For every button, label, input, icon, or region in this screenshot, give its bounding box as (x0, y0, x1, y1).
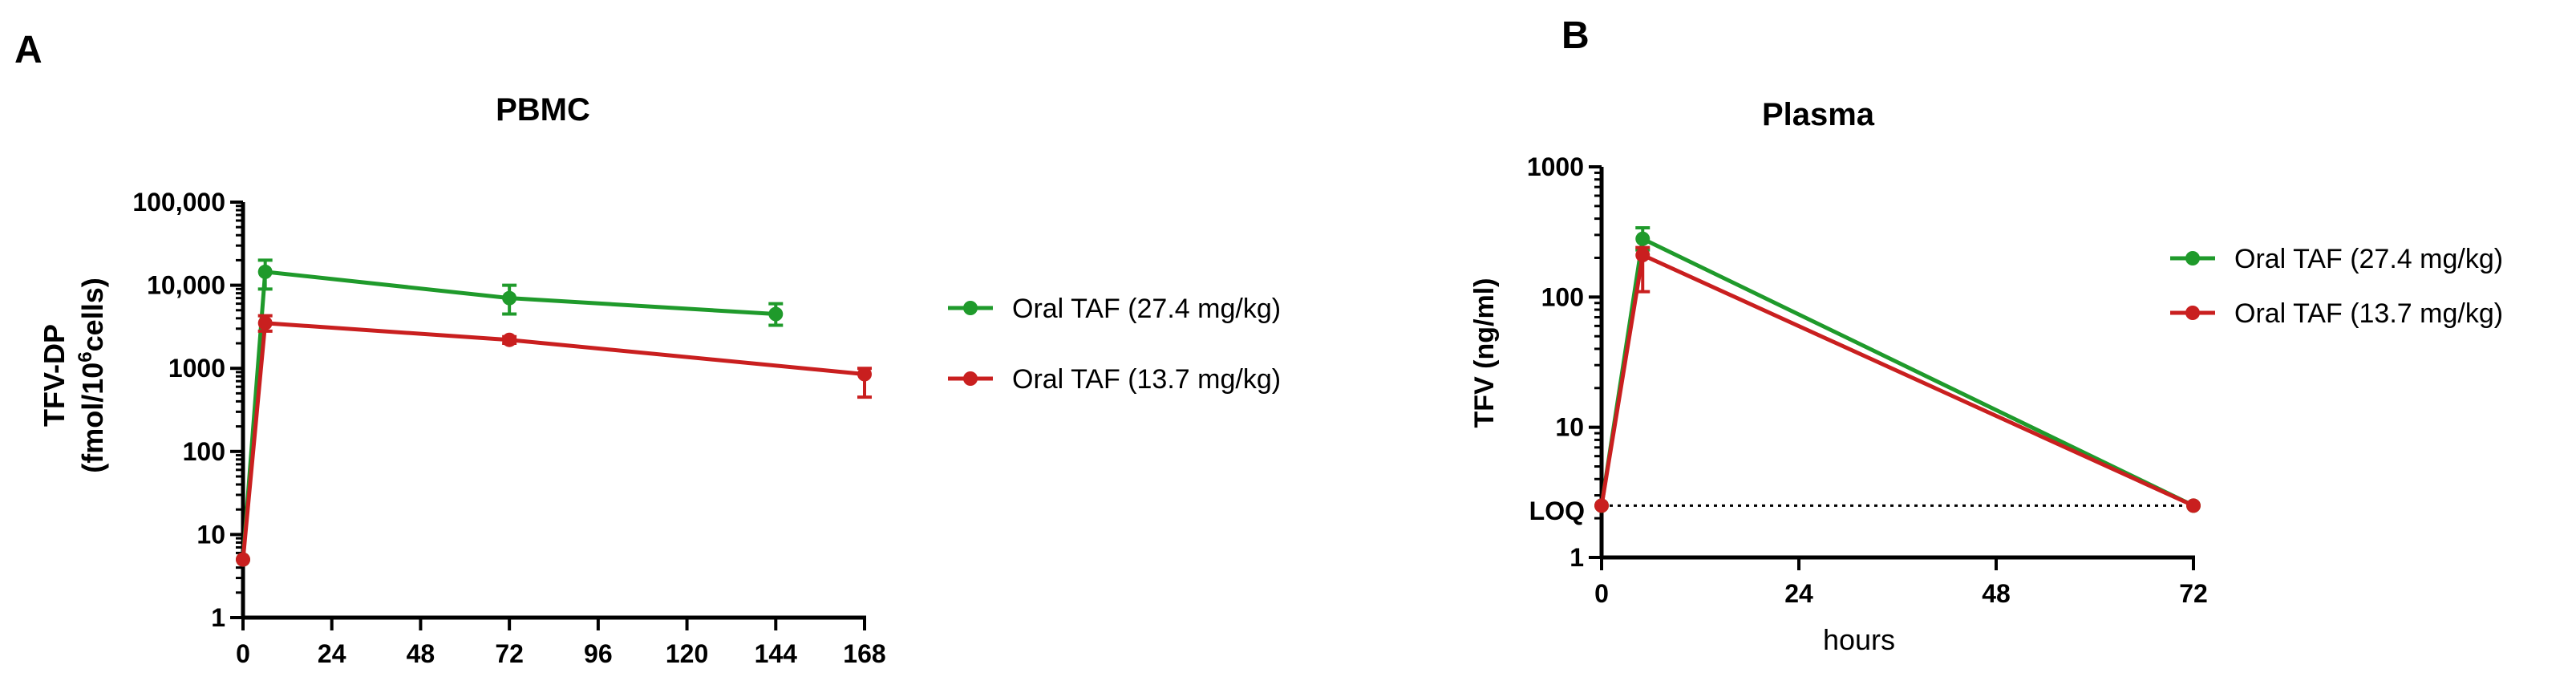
panel-b-loq-label: LOQ (1529, 496, 1585, 525)
panel-b-legend-label-0: Oral TAF (27.4 mg/kg) (2234, 244, 2503, 274)
panel-b-y-tick-label: 1000 (1527, 152, 1584, 181)
panel-a-series-0-point (502, 290, 517, 306)
panel-a-label: A (14, 29, 43, 71)
panel-a-y-tick-label: 100,000 (132, 188, 225, 217)
panel-a-y-tick-label: 1000 (168, 354, 225, 383)
panel-a-y-tick-label: 100 (183, 437, 225, 466)
panel-a-legend-label-1: Oral TAF (13.7 mg/kg) (1012, 364, 1281, 395)
panel-b-legend-marker-0 (2185, 251, 2200, 265)
panel-a-x-tick-label: 72 (495, 639, 524, 668)
panel-a-x-tick-label: 144 (755, 639, 798, 668)
panel-a-series-1-point (857, 367, 872, 382)
panel-a-y-tick-label: 10,000 (147, 271, 225, 300)
panel-a-legend-marker-1 (963, 371, 978, 386)
panel-b-legend-marker-1 (2185, 306, 2200, 320)
panel-a-legend-label-0: Oral TAF (27.4 mg/kg) (1012, 294, 1281, 324)
panel-a-series-0-line (241, 270, 776, 560)
panel-a-series-1-point (257, 315, 273, 330)
panel-b-series-0-point (1635, 231, 1651, 246)
panel-a-y-label-line2: (fmol/106cells) (75, 278, 109, 472)
panel-a-title: PBMC (496, 92, 590, 128)
panel-b-y-tick-label: 100 (1541, 282, 1584, 311)
panel-a-series-0-point (768, 306, 784, 322)
panel-a-x-tick-label: 24 (318, 639, 346, 668)
panel-b-label: B (1561, 14, 1590, 57)
panel-a-y-label-post: cells) (76, 278, 109, 351)
panel-b-plot: 0 24 48 72 1 10 100 1000 Oral TAF (27.4 mg/kg) Or… (1527, 152, 2503, 608)
panel-a-y-label-line1: TFV-DP (38, 324, 71, 427)
panel-b-x-tick-label: 24 (1784, 579, 1813, 608)
panel-a-y-tick-label: 10 (196, 520, 225, 549)
panel-a-y-tick-label: 1 (211, 603, 225, 632)
panel-a-x-tick-label: 0 (236, 639, 250, 668)
panel-b-series-1-point (1635, 248, 1651, 263)
panel-a-legend-marker-0 (963, 301, 978, 315)
panel-b-title: Plasma (1762, 97, 1875, 132)
panel-a-series-1-point (236, 552, 250, 567)
panel-a-series-1-point (502, 332, 517, 347)
panel-a-series-0-point (257, 264, 273, 279)
panel-a-y-label-sup: 6 (75, 351, 96, 362)
panel-b-x-tick-label: 72 (2179, 579, 2208, 608)
panel-b-x-tick-label: 48 (1982, 579, 2011, 608)
panel-a-x-tick-label: 168 (843, 639, 885, 668)
panel-a-x-tick-label: 48 (407, 639, 435, 668)
panel-a-y-label-pre: (fmol/10 (76, 363, 109, 473)
panel-a-plot: 0 24 48 72 96 120 144 168 1 10 100 1000 10,000 100,00… (132, 188, 1281, 668)
panel-a-series-1-line (241, 321, 865, 560)
panel-b-y-label: TFV (ng/ml) (1469, 278, 1500, 428)
panel-b-x-label: hours (1823, 623, 1895, 656)
panel-b-legend-label-1: Oral TAF (13.7 mg/kg) (2234, 298, 2503, 329)
panel-b-x-tick-label: 0 (1594, 579, 1609, 608)
panel-b-y-tick-label: 10 (1555, 413, 1584, 442)
panel-a-x-tick-label: 120 (666, 639, 708, 668)
panel-b-series-1-point (2186, 498, 2201, 513)
panel-b-y-tick-label: 1 (1569, 543, 1584, 572)
panel-b-series-1-point (1594, 498, 1609, 513)
panel-a-y-label: TFV-DP (fmol/106cells) (38, 278, 109, 472)
panel-b-series-1-line (1599, 252, 2195, 508)
panel-a-x-tick-label: 96 (584, 639, 613, 668)
